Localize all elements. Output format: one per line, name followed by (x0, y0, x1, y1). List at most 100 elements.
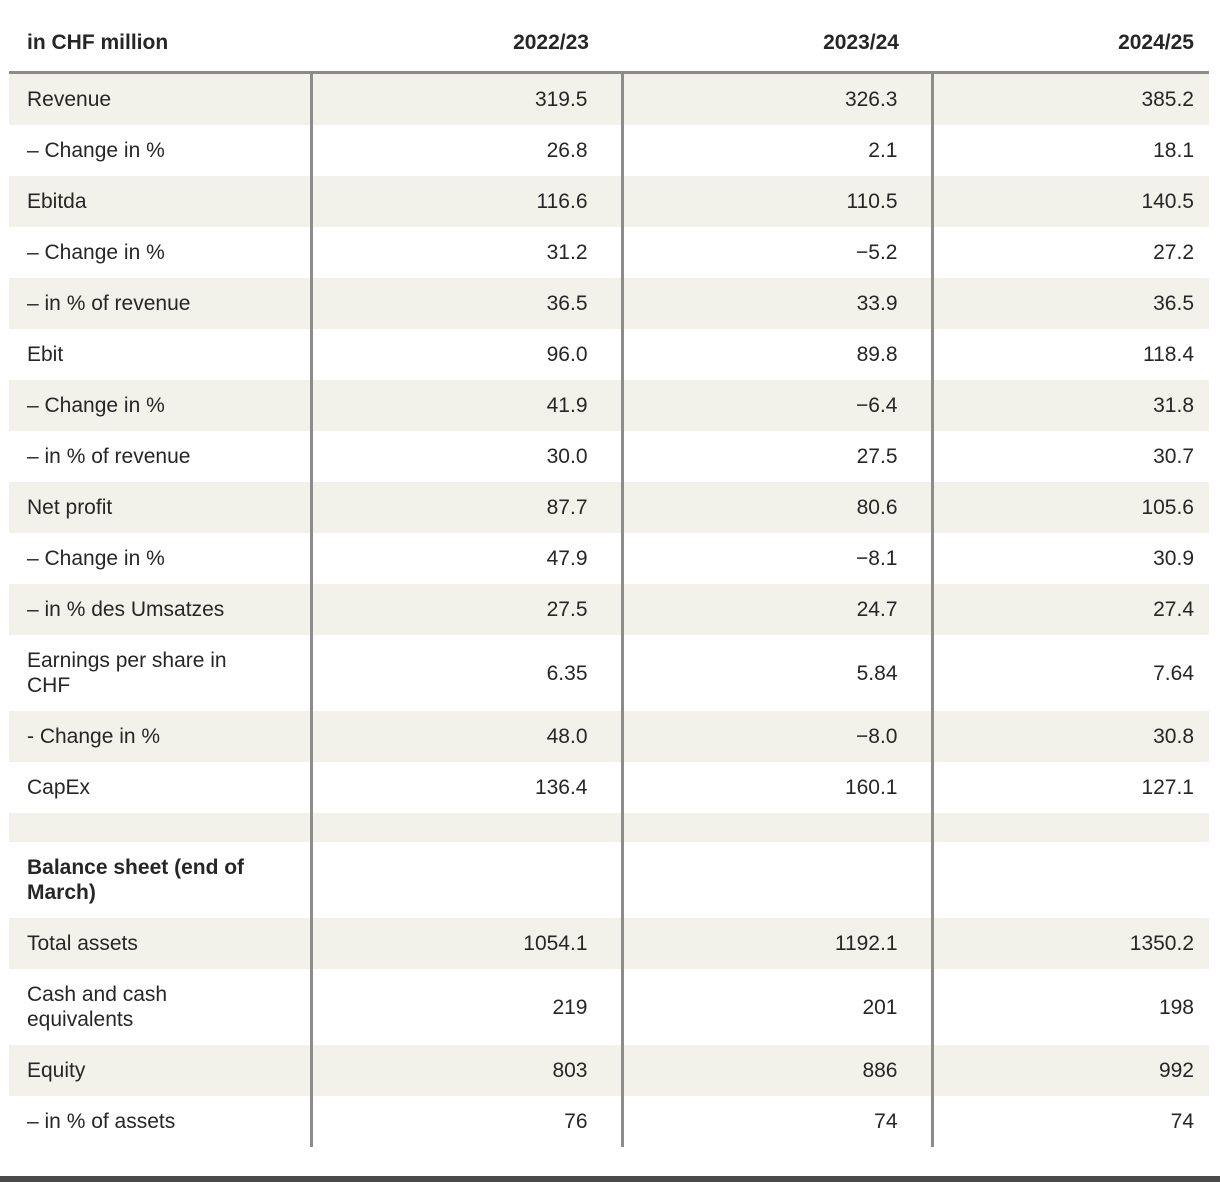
table-row: – Change in % 41.9 −6.4 31.8 (9, 380, 1209, 431)
row-value: 110.5 (620, 176, 932, 227)
row-value: 160.1 (620, 762, 932, 813)
table-row: – Change in % 26.8 2.1 18.1 (9, 125, 1209, 176)
row-value: 41.9 (309, 380, 622, 431)
table-row: Net profit 87.7 80.6 105.6 (9, 482, 1209, 533)
table-row: Cash and cash equivalents 219 201 198 (9, 969, 1209, 1045)
row-value: 201 (620, 969, 932, 1045)
section-row: Balance sheet (end of March) (9, 842, 1209, 918)
row-value: 96.0 (309, 329, 622, 380)
row-label-text: CapEx (27, 776, 91, 799)
row-label-text: Cash and cash equivalents (27, 983, 168, 1031)
row-value: 219 (309, 969, 622, 1045)
row-value: 1054.1 (309, 918, 622, 969)
row-value: 30.0 (309, 431, 622, 482)
row-value: 30.9 (930, 533, 1209, 584)
table-row: Ebitda 116.6 110.5 140.5 (9, 176, 1209, 227)
row-label: – in % des Umsatzes (9, 584, 311, 635)
row-label: Cash and cash equivalents (9, 969, 311, 1045)
key-figures-table: in CHF million 2022/23 2023/24 2024/25 R… (9, 0, 1209, 1147)
row-label-text: - Change in % (27, 725, 161, 748)
row-label: – in % of revenue (9, 431, 311, 482)
row-label-text: – in % des Umsatzes (27, 598, 225, 621)
table-row: Equity 803 886 992 (9, 1045, 1209, 1096)
row-value (309, 813, 622, 842)
row-value: 198 (930, 969, 1209, 1045)
column-header-2022-23: 2022/23 (311, 0, 622, 74)
row-value: 116.6 (309, 176, 622, 227)
row-label: – in % of revenue (9, 278, 311, 329)
row-label-text: Earnings per share in CHF (27, 649, 227, 697)
row-label-text: Ebit (27, 343, 64, 366)
table-row: – in % of revenue 30.0 27.5 30.7 (9, 431, 1209, 482)
row-label: – in % of assets (9, 1096, 311, 1147)
row-value: 30.7 (930, 431, 1209, 482)
table-row: – in % of revenue 36.5 33.9 36.5 (9, 278, 1209, 329)
row-value: 31.8 (930, 380, 1209, 431)
table-row: – Change in % 31.2 −5.2 27.2 (9, 227, 1209, 278)
table-row: - Change in % 48.0 −8.0 30.8 (9, 711, 1209, 762)
row-value: 992 (930, 1045, 1209, 1096)
row-value: 127.1 (930, 762, 1209, 813)
row-label-text: – Change in % (27, 241, 165, 264)
row-value: 5.84 (620, 635, 932, 711)
row-value: 886 (620, 1045, 932, 1096)
row-label: Ebit (9, 329, 311, 380)
row-value: −8.0 (620, 711, 932, 762)
row-label: Earnings per share in CHF (9, 635, 311, 711)
row-label: Revenue (9, 72, 311, 125)
row-value: 27.5 (309, 584, 622, 635)
row-value: −8.1 (620, 533, 932, 584)
row-value: 1350.2 (930, 918, 1209, 969)
row-value: 31.2 (309, 227, 622, 278)
row-label: CapEx (9, 762, 311, 813)
row-label: Balance sheet (end of March) (9, 842, 311, 918)
row-value: 136.4 (309, 762, 622, 813)
row-value: 27.2 (930, 227, 1209, 278)
row-value: 36.5 (309, 278, 622, 329)
row-label-text: – Change in % (27, 139, 165, 162)
column-header-2023-24: 2023/24 (622, 0, 932, 74)
unit-header: in CHF million (9, 0, 311, 74)
row-value: 1192.1 (620, 918, 932, 969)
row-value: 803 (309, 1045, 622, 1096)
row-value: 2.1 (620, 125, 932, 176)
row-label: Equity (9, 1045, 311, 1096)
row-label-text: Total assets (27, 932, 138, 955)
row-value: 47.9 (309, 533, 622, 584)
row-value: 140.5 (930, 176, 1209, 227)
column-header-2024-25: 2024/25 (932, 0, 1209, 74)
bottom-divider-rule (0, 1176, 1220, 1182)
table-row: Total assets 1054.1 1192.1 1350.2 (9, 918, 1209, 969)
row-value: 319.5 (309, 72, 622, 125)
row-value: 36.5 (930, 278, 1209, 329)
table-row: Earnings per share in CHF 6.35 5.84 7.64 (9, 635, 1209, 711)
row-value: 33.9 (620, 278, 932, 329)
row-value: 87.7 (309, 482, 622, 533)
row-value: 30.8 (930, 711, 1209, 762)
row-value: 27.5 (620, 431, 932, 482)
table-row: – in % des Umsatzes 27.5 24.7 27.4 (9, 584, 1209, 635)
row-label-text: Net profit (27, 496, 113, 519)
row-label-text: Revenue (27, 88, 112, 111)
row-value (309, 842, 622, 918)
row-value: 118.4 (930, 329, 1209, 380)
row-value: 48.0 (309, 711, 622, 762)
row-value: 6.35 (309, 635, 622, 711)
row-value: 385.2 (930, 72, 1209, 125)
row-value (620, 813, 932, 842)
row-value: 76 (309, 1096, 622, 1147)
row-label: Net profit (9, 482, 311, 533)
row-value: 18.1 (930, 125, 1209, 176)
spacer-row (9, 813, 1209, 842)
row-value: 26.8 (309, 125, 622, 176)
row-label-text: – Change in % (27, 547, 165, 570)
row-value: 7.64 (930, 635, 1209, 711)
table-row: – in % of assets 76 74 74 (9, 1096, 1209, 1147)
row-label-text: – in % of revenue (27, 445, 191, 468)
row-label: - Change in % (9, 711, 311, 762)
table-body: Revenue 319.5 326.3 385.2– Change in % 26.8 2… (9, 72, 1209, 1147)
table-row: CapEx 136.4 160.1 127.1 (9, 762, 1209, 813)
row-value: 105.6 (930, 482, 1209, 533)
row-label: – Change in % (9, 227, 311, 278)
row-value: −5.2 (620, 227, 932, 278)
